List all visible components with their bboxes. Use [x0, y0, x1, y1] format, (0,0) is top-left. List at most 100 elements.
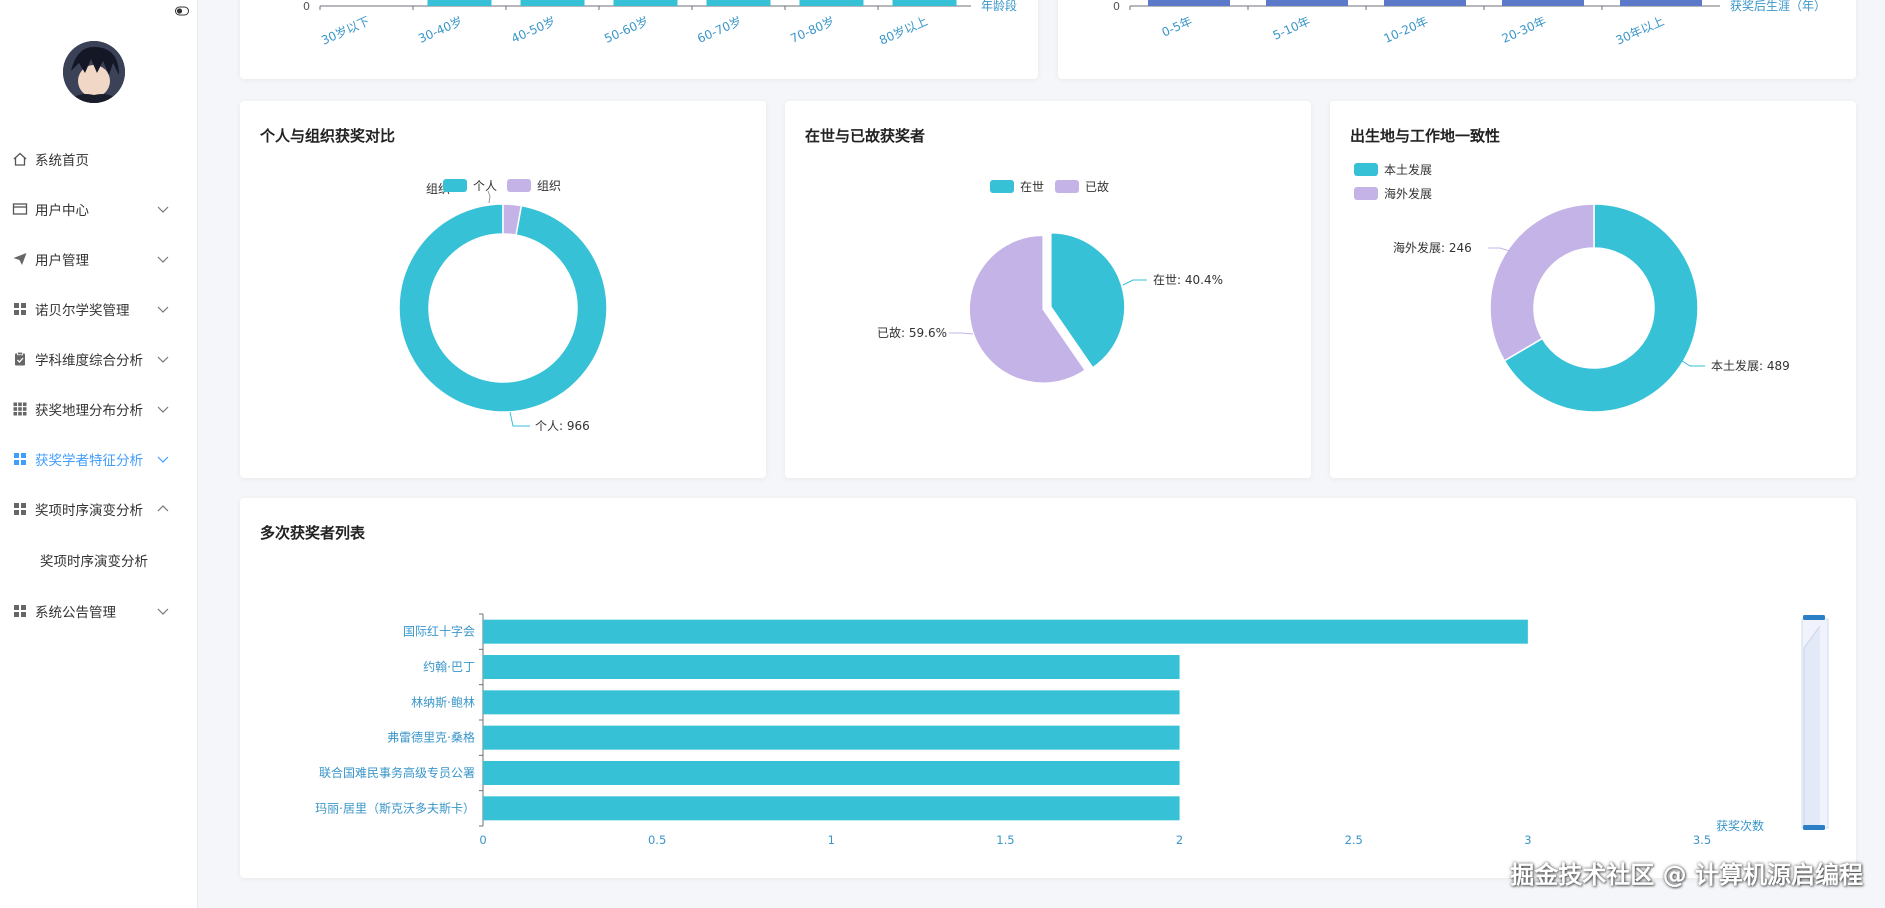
- pie-slice: [1503, 203, 1699, 413]
- legend-label: 已故: [1085, 179, 1109, 194]
- x-axis-label: 获奖次数: [1716, 818, 1764, 833]
- bar: [706, 0, 771, 6]
- x-tick-label: 0.5: [648, 833, 666, 847]
- bar[interactable]: [483, 761, 1180, 785]
- y-tick-label: 约翰·巴丁: [423, 659, 475, 674]
- bar: [1620, 0, 1702, 6]
- bar[interactable]: [483, 725, 1180, 750]
- chevron-up-icon: [157, 505, 169, 512]
- career-bar-chart: 0 0-5年 5-10年 10-20年 20-30年 30年以上 获奖后生涯（年）: [1113, 0, 1826, 48]
- sidebar-item-label: 奖项时序演变分析: [40, 554, 148, 570]
- slice-label: 个人: 966: [535, 419, 590, 433]
- sidebar-item-2[interactable]: 用户管理: [0, 234, 198, 284]
- legend-swatch[interactable]: [990, 180, 1014, 193]
- sidebar: 系统首页用户中心用户管理诺贝尔学奖管理学科维度综合分析获奖地理分布分析获奖学者特…: [0, 0, 198, 908]
- sidebar-item-3[interactable]: 诺贝尔学奖管理: [0, 284, 198, 334]
- sidebar-item-label: 系统公告管理: [35, 605, 116, 621]
- bar: [1502, 0, 1584, 6]
- person-org-card: 个人与组织获奖对比 组织 个人 组织 个人: 966: [240, 101, 766, 478]
- sidebar-item-1[interactable]: 用户中心: [0, 184, 198, 234]
- sidebar-item-7[interactable]: 奖项时序演变分析: [0, 484, 198, 534]
- legend-swatch[interactable]: [1354, 163, 1378, 176]
- bar[interactable]: [483, 655, 1180, 679]
- grid-icon: [12, 501, 28, 517]
- send-icon: [12, 251, 28, 267]
- x-tick-label: 5-10年: [1271, 14, 1313, 43]
- sidebar-item-label: 用户管理: [35, 253, 89, 269]
- sidebar-item-4[interactable]: 学科维度综合分析: [0, 334, 198, 384]
- x-tick-label: 60-70岁: [695, 13, 744, 46]
- legend-label: 个人: [473, 179, 497, 193]
- grid-icon: [12, 451, 28, 467]
- bar[interactable]: [483, 619, 1528, 644]
- slice-label: 在世: 40.4%: [1153, 273, 1223, 287]
- x-tick-label: 40-50岁: [509, 13, 558, 46]
- label-leader-line: [1678, 358, 1705, 367]
- data-zoom-slider[interactable]: [1801, 615, 1829, 830]
- sidebar-item-5[interactable]: 获奖地理分布分析: [0, 384, 198, 434]
- legend-swatch[interactable]: [507, 179, 531, 192]
- watermark: 掘金技术社区 @ 计算机源启编程: [1510, 861, 1863, 889]
- chevron-down-icon: [157, 306, 169, 313]
- legend-swatch[interactable]: [443, 179, 467, 192]
- age-distribution-card: 0 30岁以下 30-40岁 40-50岁 50-60岁 60-70岁 70-80岁 80岁以…: [240, 0, 1038, 79]
- y-tick-label: 0: [303, 0, 310, 13]
- sidebar-item-0[interactable]: 系统首页: [0, 134, 198, 184]
- sidebar-item-6[interactable]: 获奖学者特征分析: [0, 434, 198, 484]
- card-title: 在世与已故获奖者: [805, 127, 926, 145]
- age-bar-chart: 0 30岁以下 30-40岁 40-50岁 50-60岁 60-70岁 70-80岁 80岁以…: [303, 0, 1017, 48]
- x-tick-label: 30年以上: [1614, 14, 1667, 48]
- x-tick-label: 2.5: [1345, 833, 1363, 847]
- slice-label: 已故: 59.6%: [877, 325, 947, 340]
- avatar[interactable]: [63, 41, 125, 103]
- sidebar-item-label: 用户中心: [35, 203, 89, 219]
- slice-label: 本土发展: 489: [1711, 358, 1790, 373]
- slider-handle-bottom: [1803, 825, 1825, 830]
- window-icon: [12, 201, 28, 217]
- x-tick-label: 0-5年: [1160, 14, 1195, 40]
- y-tick-label: 弗雷德里克·桑格: [387, 730, 475, 745]
- bar[interactable]: [483, 796, 1180, 821]
- home-icon: [12, 151, 28, 167]
- card-title: 多次获奖者列表: [260, 524, 366, 542]
- legend-label: 海外发展: [1384, 186, 1432, 201]
- bar: [1384, 0, 1466, 6]
- pie-slice: [398, 203, 608, 413]
- slider-handle-top: [1803, 615, 1825, 620]
- bar: [520, 0, 585, 6]
- sidebar-item-8[interactable]: 奖项时序演变分析: [0, 534, 198, 586]
- sidebar-item-label: 获奖地理分布分析: [35, 403, 143, 419]
- x-tick-label: 30-40岁: [416, 13, 465, 46]
- chevron-down-icon: [157, 456, 169, 463]
- x-axis-label: 获奖后生涯（年）: [1730, 0, 1826, 13]
- x-tick-label: 3: [1524, 833, 1531, 847]
- legend-label: 组织: [537, 179, 561, 193]
- x-tick-label: 20-30年: [1500, 14, 1549, 46]
- x-tick-label: 3.5: [1693, 833, 1711, 847]
- multi-winners-card: 多次获奖者列表 国际红十字会 约翰·巴丁 林纳斯·鲍林 弗雷德里克·桑格 联合国难民事务…: [240, 498, 1856, 878]
- sidebar-menu: 系统首页用户中心用户管理诺贝尔学奖管理学科维度综合分析获奖地理分布分析获奖学者特…: [0, 134, 198, 636]
- y-tick-label: 玛丽·居里（斯克沃多夫斯卡）: [315, 801, 475, 815]
- chevron-down-icon: [157, 608, 169, 615]
- card-title: 出生地与工作地一致性: [1350, 127, 1501, 145]
- toggle-switch-icon[interactable]: [175, 6, 189, 16]
- sidebar-item-9[interactable]: 系统公告管理: [0, 586, 198, 636]
- legend-swatch[interactable]: [1354, 187, 1378, 200]
- pie-slice: [968, 234, 1087, 384]
- clipboard-icon: [12, 351, 28, 367]
- x-tick-label: 2: [1176, 833, 1183, 847]
- grid-icon: [12, 603, 28, 619]
- bar[interactable]: [483, 690, 1180, 715]
- y-tick-label: 联合国难民事务高级专员公署: [319, 765, 475, 780]
- career-length-card: 0 0-5年 5-10年 10-20年 20-30年 30年以上 获奖后生涯（年）: [1058, 0, 1856, 79]
- x-tick-label: 1: [828, 833, 835, 847]
- y-tick-label: 国际红十字会: [403, 624, 475, 639]
- grid9-icon: [12, 401, 28, 417]
- legend-swatch[interactable]: [1055, 180, 1079, 193]
- label-leader-line: [1488, 247, 1514, 253]
- sidebar-item-label: 诺贝尔学奖管理: [35, 303, 130, 319]
- alive-dead-card: 在世与已故获奖者 在世 已故 在世: 40.4% 已故: 59.6%: [785, 101, 1311, 478]
